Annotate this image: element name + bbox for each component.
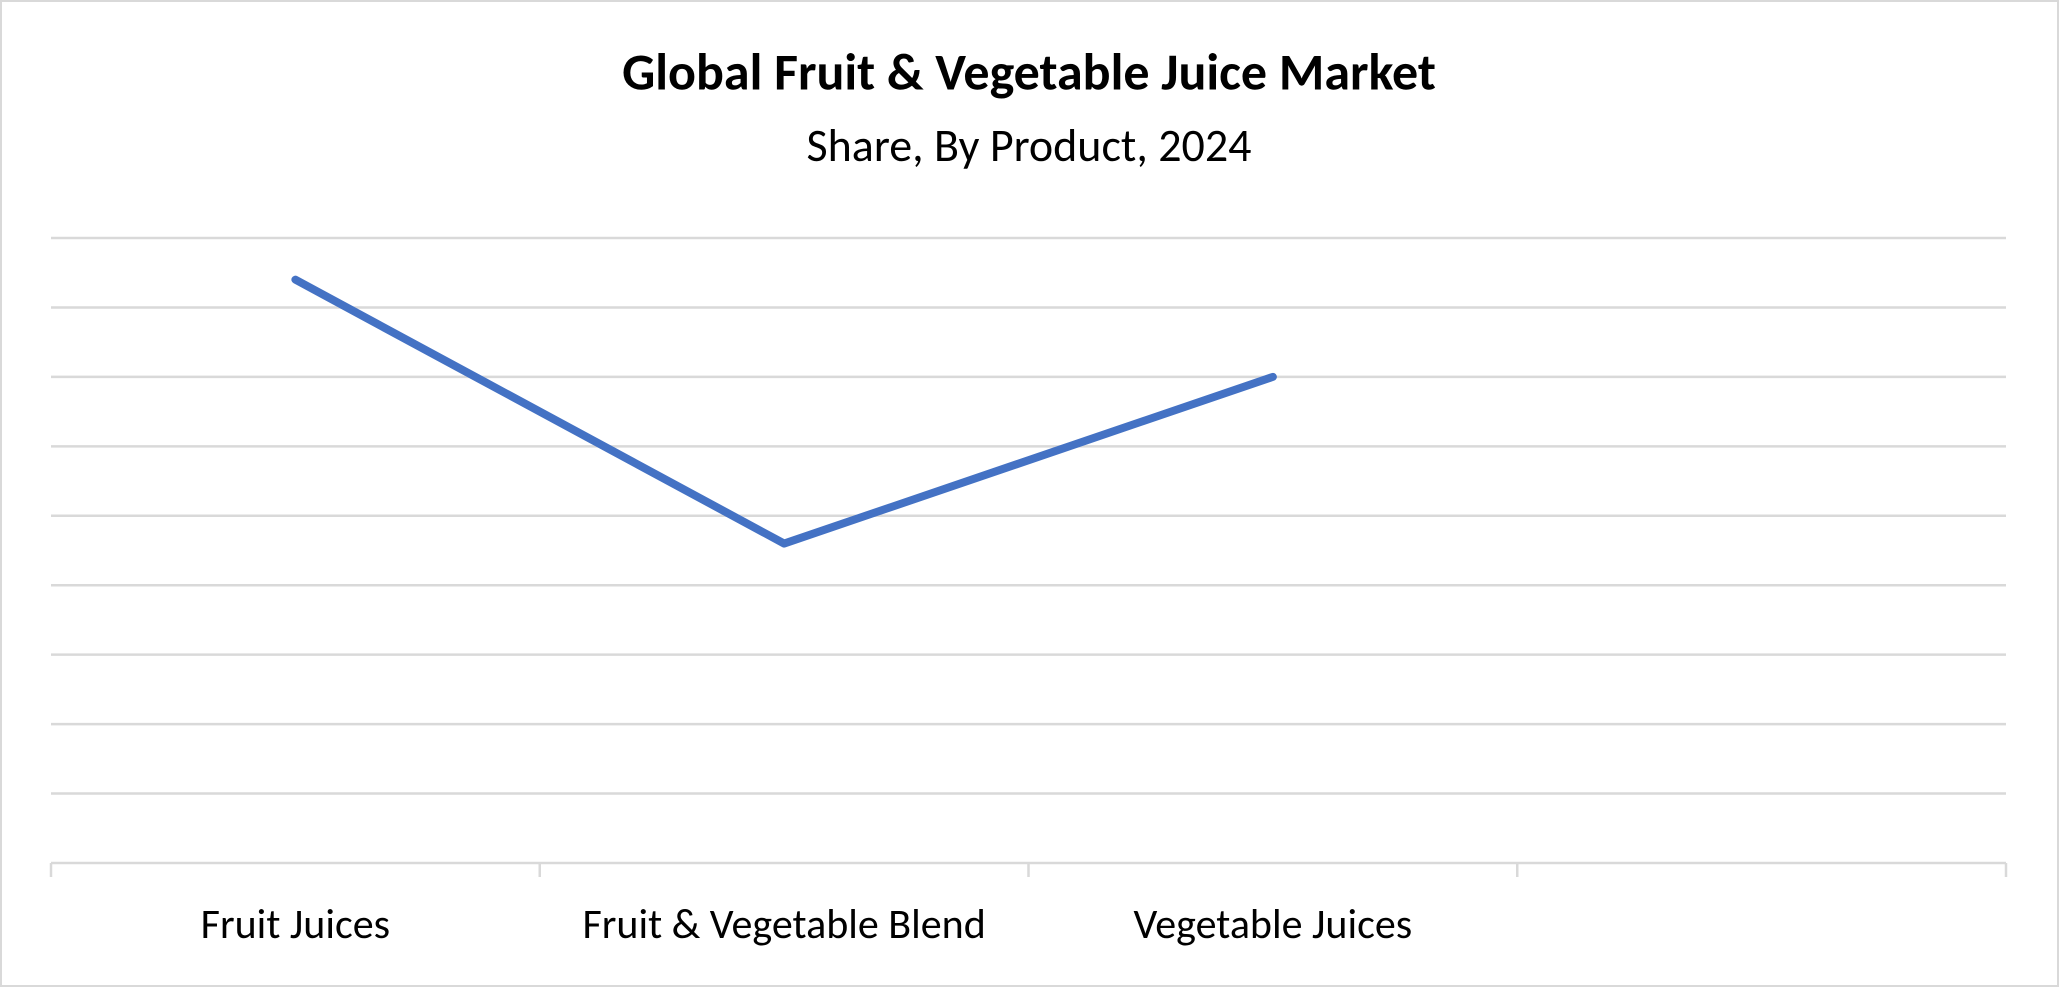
x-tick-label: Fruit Juices	[201, 899, 390, 950]
x-tick-label: Fruit & Vegetable Blend	[582, 899, 985, 950]
chart-subtitle: Share, By Product, 2024	[807, 118, 1252, 174]
x-tick-label: Vegetable Juices	[1134, 899, 1413, 950]
chart-title: Global Fruit & Vegetable Juice Market	[622, 40, 1436, 104]
data-line	[291, 275, 1277, 548]
